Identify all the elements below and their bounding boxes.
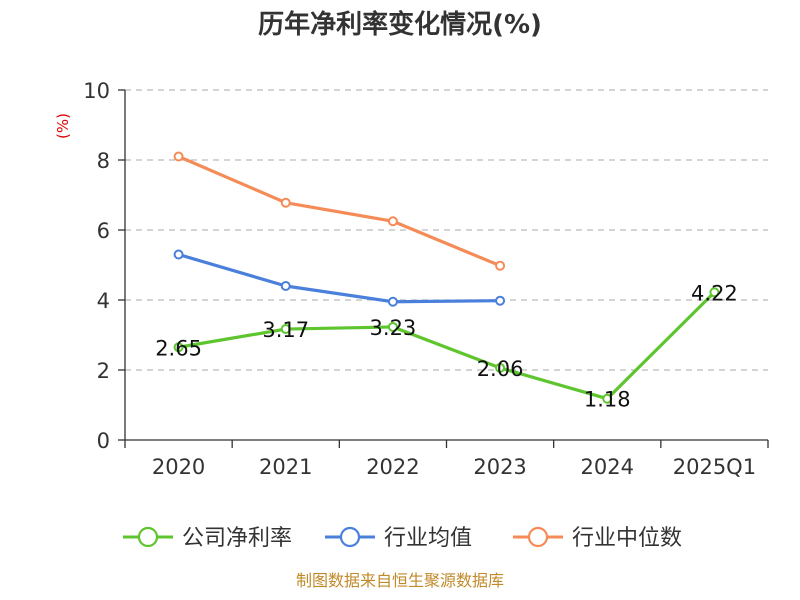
legend-marker: [527, 526, 549, 548]
legend-label: 行业均值: [384, 526, 472, 551]
data-point: [280, 324, 291, 335]
data-label: 3.23: [370, 316, 417, 340]
source-note: 制图数据来自恒生聚源数据库: [296, 571, 504, 590]
y-tick-label: 10: [83, 79, 110, 103]
data-point: [173, 249, 184, 260]
x-tick-label: 2023: [473, 455, 526, 479]
series-2: [173, 151, 506, 271]
legend-item: 公司净利率: [123, 526, 292, 551]
data-point: [387, 321, 398, 332]
y-tick-label: 0: [97, 429, 110, 453]
y-tick-label: 6: [97, 219, 110, 243]
data-point: [495, 260, 506, 271]
data-point: [387, 216, 398, 227]
legend-item: 行业均值: [325, 526, 472, 551]
y-tick-label: 2: [97, 359, 110, 383]
series-group: 2.65 3.17 3.23 2.06 1.18 4.22: [155, 151, 738, 412]
data-point: [173, 151, 184, 162]
data-point: [709, 287, 720, 298]
data-label: 2.06: [477, 357, 524, 381]
data-point: [602, 393, 613, 404]
series-0: 2.65 3.17 3.23 2.06 1.18 4.22: [155, 281, 738, 411]
chart-title: 历年净利率变化情况(%): [258, 9, 542, 40]
x-tick-label: 2024: [581, 455, 634, 479]
legend-marker: [339, 526, 361, 548]
data-point: [387, 296, 398, 307]
data-point: [495, 362, 506, 373]
x-tick-label: 2021: [259, 455, 312, 479]
grid-lines: [125, 89, 768, 371]
x-tick-label: 2022: [366, 455, 419, 479]
axes: 0 2 4 6 8 10 2020 2021 2022 2023 2024 2025Q1: [83, 79, 769, 479]
data-label: 3.17: [262, 318, 309, 342]
legend-item: 行业中位数: [513, 526, 682, 551]
y-tick-label: 4: [97, 289, 110, 313]
y-axis-unit: (%): [54, 113, 72, 139]
series-line: [178, 291, 716, 401]
legend-label: 公司净利率: [182, 526, 292, 551]
x-tick-label: 2020: [152, 455, 205, 479]
legend: 公司净利率 行业均值 行业中位数: [123, 526, 682, 551]
data-point: [173, 342, 184, 353]
data-point: [495, 295, 506, 306]
legend-marker: [137, 526, 159, 548]
legend-label: 行业中位数: [572, 526, 682, 551]
y-tick-label: 8: [97, 149, 110, 173]
data-label: 1.18: [584, 388, 631, 412]
x-tick-label: 2025Q1: [673, 455, 756, 479]
series-line: [177, 155, 501, 268]
data-label: 2.65: [155, 336, 202, 360]
data-point: [280, 281, 291, 291]
series-line: [178, 252, 501, 304]
data-label: 4.22: [691, 281, 738, 305]
data-point: [280, 197, 291, 208]
series-1: [173, 249, 506, 307]
